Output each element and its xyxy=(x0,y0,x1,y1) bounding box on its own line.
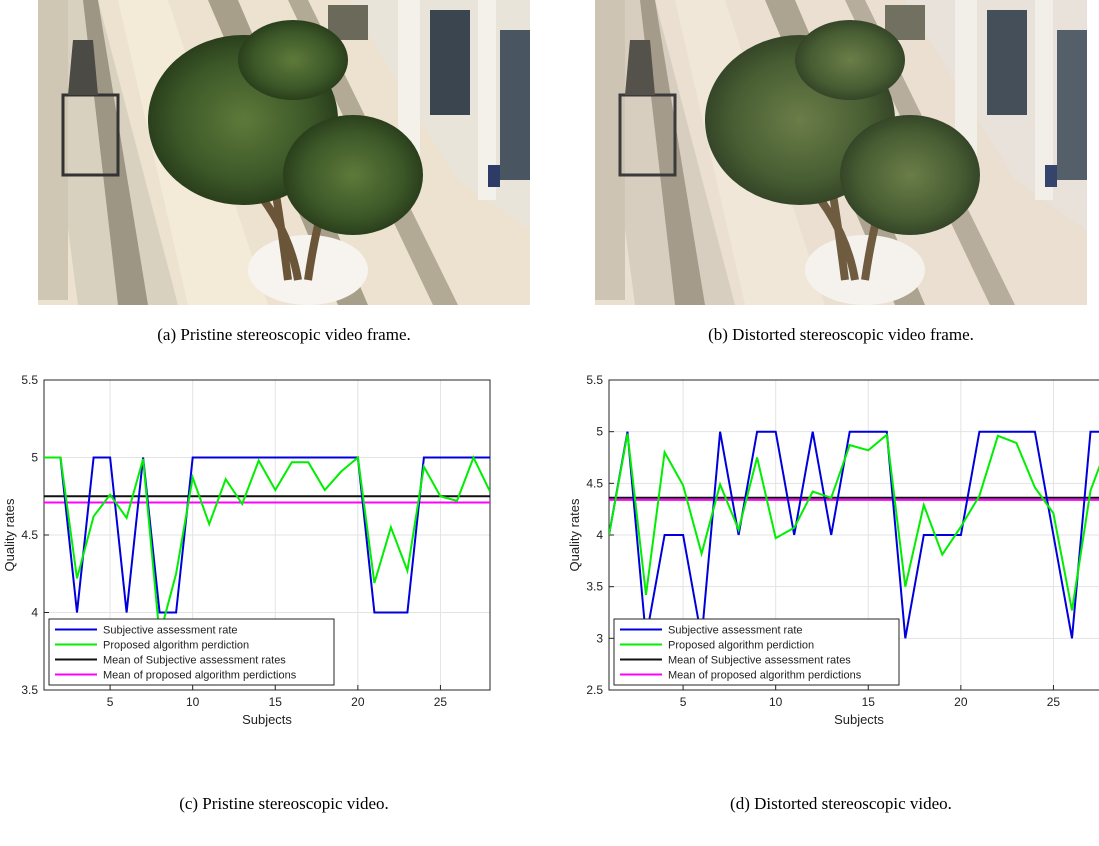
chart-c-ylabel: Quality rates xyxy=(2,498,17,571)
chart-c-ytick-label: 4.5 xyxy=(21,528,38,542)
chart-c-ytick-label: 4 xyxy=(31,606,38,620)
caption-c: (c) Pristine stereoscopic video. xyxy=(179,794,389,813)
chart-c-ytick-label: 5.5 xyxy=(21,373,38,387)
caption-b: (b) Distorted stereoscopic video frame. xyxy=(708,325,974,344)
chart-d-xtick-label: 10 xyxy=(769,695,783,709)
chart-d-xtick-label: 25 xyxy=(1047,695,1061,709)
chart-c-xtick-label: 15 xyxy=(269,695,283,709)
chart-d-legend-label: Subjective assessment rate xyxy=(668,625,803,637)
chart-d-legend-label: Mean of Subjective assessment rates xyxy=(668,655,851,667)
chart-d-ytick-label: 3.5 xyxy=(586,580,603,594)
chart-c-series-subjective xyxy=(44,456,490,614)
chart-d-ylabel: Quality rates xyxy=(567,498,582,571)
distorted-quality-chart: 5 10 15 20 25 2.5 3 3.5 4 4.5 5 5.5 Subjects Quality … xyxy=(567,373,1099,727)
pristine-frame-image xyxy=(38,0,530,305)
chart-c-legend-label: Mean of Subjective assessment rates xyxy=(103,655,286,667)
chart-d-legend-label: Mean of proposed algorithm perdictions xyxy=(668,670,862,682)
chart-c-ytick-label: 3.5 xyxy=(21,683,38,697)
chart-d-ytick-label: 3 xyxy=(596,631,603,645)
chart-d-series-proposed xyxy=(609,432,1099,611)
chart-c-xtick-label: 5 xyxy=(107,695,114,709)
chart-d-xtick-label: 15 xyxy=(862,695,876,709)
chart-d-series-subjective xyxy=(609,430,1099,639)
chart-c-legend-label: Proposed algorithm perdiction xyxy=(103,640,249,652)
caption-a: (a) Pristine stereoscopic video frame. xyxy=(157,325,411,344)
pristine-quality-chart: 5 10 15 20 25 3.5 4 4.5 5 5.5 Subjects Quality rate… xyxy=(2,373,491,727)
chart-d-ytick-label: 4 xyxy=(596,528,603,542)
chart-c-xtick-label: 20 xyxy=(351,695,365,709)
chart-d-ytick-label: 4.5 xyxy=(586,476,603,490)
chart-c-xtick-label: 10 xyxy=(186,695,200,709)
chart-c-series-group xyxy=(44,454,490,637)
chart-d-xlabel: Subjects xyxy=(834,712,884,727)
caption-d: (d) Distorted stereoscopic video. xyxy=(730,794,952,813)
distorted-frame-image xyxy=(595,0,1087,305)
chart-d-ytick-label: 5.5 xyxy=(586,373,603,387)
chart-d-ytick-label: 5 xyxy=(596,425,603,439)
chart-c-legend-label: Subjective assessment rate xyxy=(103,625,238,637)
chart-d-legend-label: Proposed algorithm perdiction xyxy=(668,640,814,652)
chart-c-series-proposed xyxy=(44,454,490,637)
chart-d-xtick-label: 20 xyxy=(954,695,968,709)
chart-d-xtick-label: 5 xyxy=(680,695,687,709)
chart-d-ytick-label: 2.5 xyxy=(586,683,603,697)
chart-c-ytick-label: 5 xyxy=(31,451,38,465)
chart-c-xlabel: Subjects xyxy=(242,712,292,727)
chart-d-series-group xyxy=(609,430,1099,639)
chart-c-legend-label: Mean of proposed algorithm perdictions xyxy=(103,670,297,682)
chart-c-xtick-label: 25 xyxy=(434,695,448,709)
